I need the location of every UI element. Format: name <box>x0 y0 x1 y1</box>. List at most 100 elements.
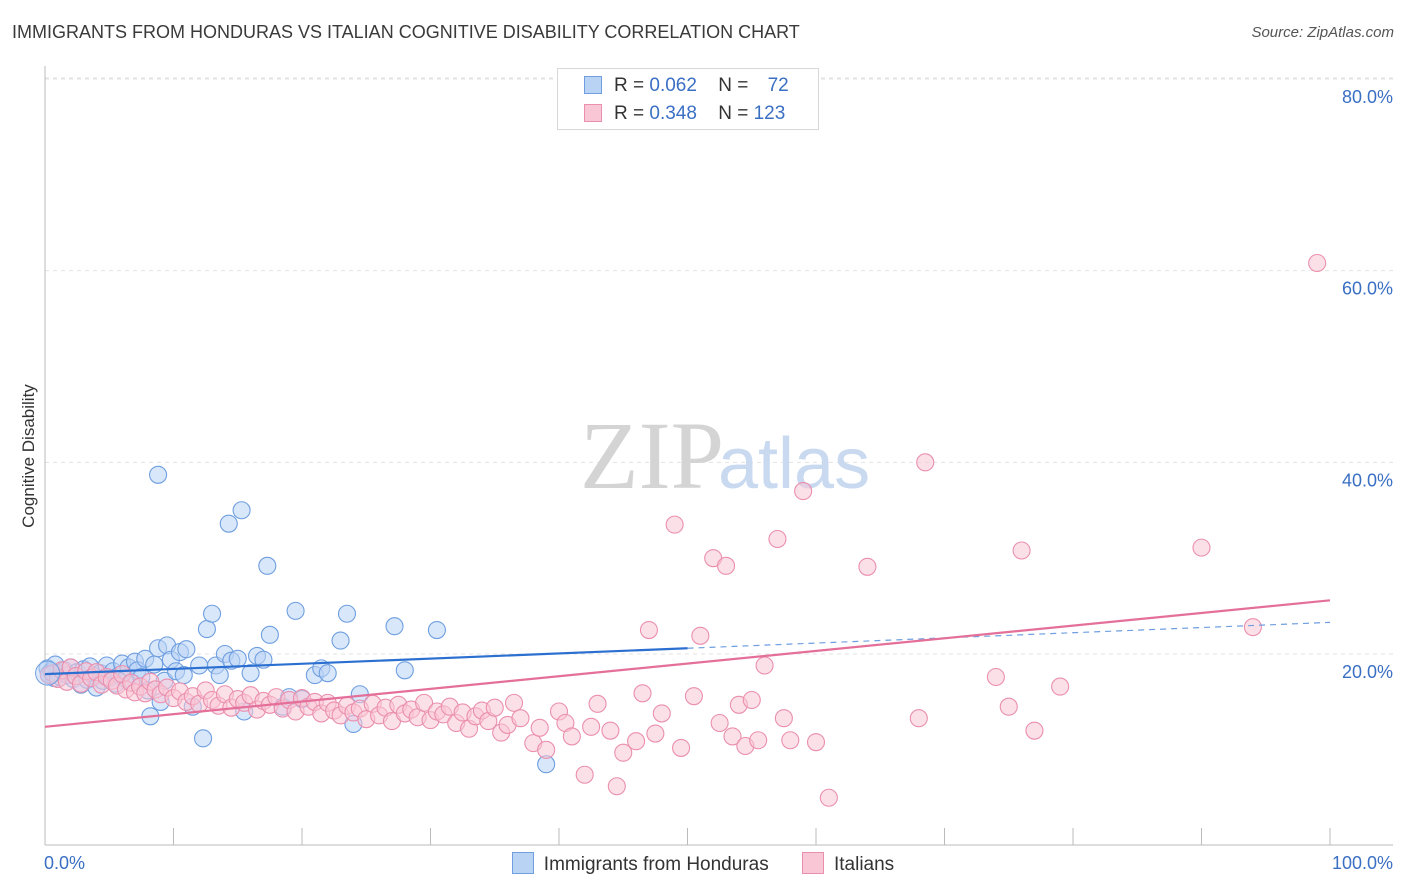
italians-point <box>601 721 620 740</box>
honduras-r-value: 0.062 <box>649 75 697 96</box>
honduras-point <box>149 465 168 484</box>
honduras-point <box>190 656 209 675</box>
italians-point <box>1308 253 1327 273</box>
italians-point <box>485 698 504 717</box>
legend-row-honduras: R = 0.062 N = 72 <box>584 75 789 97</box>
italians-point <box>511 709 530 728</box>
honduras-legend-label: Immigrants from Honduras <box>543 854 769 875</box>
italians-point <box>710 713 729 733</box>
italians-point <box>652 704 671 723</box>
r-label: R = <box>614 75 645 96</box>
italians-point <box>672 738 691 757</box>
italians-point <box>614 743 633 762</box>
honduras-trend-line <box>44 647 688 676</box>
r-label: R = <box>614 103 645 124</box>
italians-point <box>562 727 581 746</box>
italians-point <box>504 693 524 712</box>
italians-point <box>684 687 703 706</box>
honduras-point <box>395 661 414 680</box>
italians-point <box>415 693 434 712</box>
honduras-point <box>210 666 229 685</box>
italians-legend-label: Italians <box>833 854 895 875</box>
legend-item-italians[interactable]: Italians <box>801 852 895 876</box>
honduras-point <box>427 620 446 640</box>
honduras-point <box>219 514 238 533</box>
italians-point <box>806 733 826 752</box>
source-label: Source: ZipAtlas.com <box>1251 24 1394 41</box>
italians-legend-swatch <box>801 852 824 874</box>
axis-labels: 20.0% 40.0% 60.0% 80.0% 0.0% 100.0% Cognitive … <box>19 87 1393 873</box>
x-tick-label-min: 0.0% <box>44 853 85 873</box>
series-legend: Immigrants from Honduras Italians <box>0 852 1406 876</box>
y-axis-title: Cognitive Disability <box>19 384 38 528</box>
italians-point <box>639 620 659 640</box>
n-label: N = <box>718 75 749 96</box>
legend-row-italians: R = 0.348 N = 123 <box>584 103 785 125</box>
italians-r-value: 0.348 <box>649 103 697 124</box>
italians-point <box>909 709 928 728</box>
y-tick-label: 20.0% <box>1342 662 1393 682</box>
italians-point <box>582 717 601 736</box>
italians-point <box>774 709 793 728</box>
honduras-point <box>258 556 277 575</box>
watermark-atlas: atlas <box>718 424 870 504</box>
italians-point <box>781 731 800 750</box>
italians-point <box>588 694 607 713</box>
honduras-point <box>177 640 196 659</box>
italians-point <box>768 529 787 549</box>
italians-point <box>723 727 742 746</box>
honduras-point <box>228 649 247 668</box>
italians-point <box>716 556 736 575</box>
trend-lines <box>44 599 1331 728</box>
honduras-point <box>203 604 222 623</box>
italians-point <box>858 557 877 576</box>
italians-point <box>999 697 1018 716</box>
honduras-point <box>337 604 357 623</box>
honduras-point <box>232 501 251 520</box>
italians-point <box>633 684 652 703</box>
italians-point <box>691 626 710 645</box>
italians-n-value: 123 <box>753 103 786 124</box>
honduras-point <box>241 664 260 683</box>
italians-point <box>819 788 838 807</box>
chart-title: IMMIGRANTS FROM HONDURAS VS ITALIAN COGN… <box>12 22 800 42</box>
italians-point <box>607 777 626 796</box>
italians-point <box>1192 538 1211 557</box>
italians-point <box>575 765 594 784</box>
italians-point <box>1243 618 1262 637</box>
italians-point <box>749 731 768 750</box>
italians-point <box>627 732 646 751</box>
italians-point <box>794 482 813 501</box>
honduras-point <box>254 650 273 669</box>
italians-point <box>537 740 556 759</box>
honduras-point <box>385 617 404 636</box>
italians-trend-line <box>44 599 1331 728</box>
honduras-point <box>286 601 305 620</box>
italians-point <box>1012 541 1031 560</box>
y-tick-label: 80.0% <box>1342 87 1393 107</box>
watermark-zip: ZIP <box>580 402 724 509</box>
italians-swatch <box>584 104 602 122</box>
italians-point <box>1025 721 1044 740</box>
y-tick-label: 40.0% <box>1342 470 1393 490</box>
honduras-point <box>318 664 337 683</box>
correlation-legend: R = 0.062 N = 72 R = 0.348 N = 123 <box>557 68 819 130</box>
y-tick-label: 60.0% <box>1342 279 1393 299</box>
honduras-point <box>197 620 216 639</box>
n-label: N = <box>718 103 749 124</box>
italians-point <box>742 690 761 710</box>
data-points <box>35 253 1327 807</box>
honduras-point <box>260 625 279 644</box>
italians-point <box>646 724 665 743</box>
x-tick-label-max: 100.0% <box>1332 853 1393 873</box>
honduras-point <box>331 631 350 650</box>
legend-item-honduras[interactable]: Immigrants from Honduras <box>511 852 769 876</box>
italians-point <box>1051 677 1070 696</box>
italians-point <box>916 453 935 472</box>
honduras-legend-swatch <box>511 852 534 874</box>
axes <box>44 66 1393 846</box>
honduras-trend-extension <box>687 621 1331 649</box>
italians-point <box>755 656 774 675</box>
italians-point <box>530 718 549 737</box>
honduras-point <box>194 729 213 748</box>
